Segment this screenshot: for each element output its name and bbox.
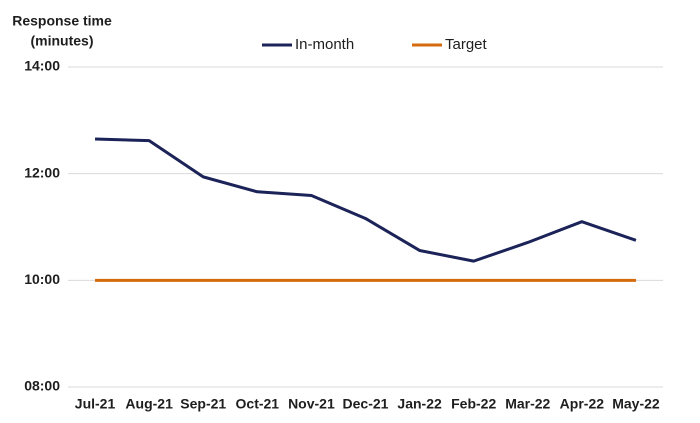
- legend-label: In-month: [295, 36, 354, 53]
- x-tick-label: Apr-22: [560, 396, 605, 412]
- x-tick-label: Dec-21: [343, 396, 389, 412]
- y-tick-label: 08:00: [24, 378, 60, 394]
- y-axis-title: Response time: [12, 13, 112, 29]
- series-line: [95, 137, 637, 263]
- y-tick-label: 12:00: [24, 164, 60, 180]
- legend-label: Target: [445, 36, 488, 53]
- y-axis-title: (minutes): [31, 33, 94, 49]
- x-tick-label: Jul-21: [75, 396, 116, 412]
- x-tick-label: Feb-22: [451, 396, 496, 412]
- x-tick-label: Mar-22: [505, 396, 550, 412]
- y-tick-label: 14:00: [24, 58, 60, 74]
- x-tick-label: Aug-21: [125, 396, 173, 412]
- x-tick-label: Jan-22: [397, 396, 442, 412]
- x-tick-label: Nov-21: [288, 396, 335, 412]
- x-tick-label: Sep-21: [180, 396, 226, 412]
- x-tick-label: Oct-21: [236, 396, 280, 412]
- x-tick-label: May-22: [612, 396, 660, 412]
- y-tick-label: 10:00: [24, 271, 60, 287]
